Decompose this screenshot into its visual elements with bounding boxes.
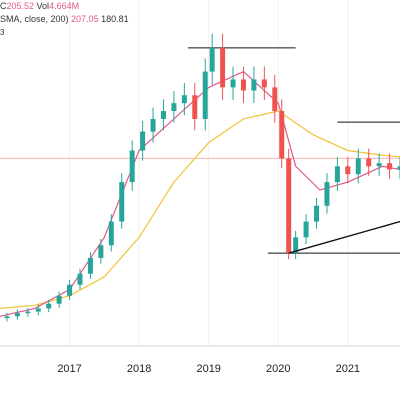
- x-tick-label: 2020: [266, 363, 290, 375]
- candle-body: [87, 257, 93, 274]
- legend-close-label: C: [0, 1, 7, 11]
- candle-body: [181, 95, 187, 104]
- sma-fast-line: [0, 70, 400, 317]
- legend: C205.52 Vol4.664M SMA, close, 200) 207.0…: [0, 0, 129, 39]
- candle-body: [345, 166, 351, 175]
- legend-row-price: C205.52 Vol4.664M: [0, 0, 129, 13]
- candle-body: [98, 245, 104, 258]
- candle-body: [303, 221, 309, 238]
- candle-body: [261, 79, 267, 88]
- x-tick-label: 2017: [57, 363, 81, 375]
- legend-close-value: 205.52: [6, 1, 35, 11]
- candle-body: [209, 47, 215, 72]
- candle-body: [56, 295, 62, 304]
- candle-body: [150, 118, 156, 132]
- legend-volume-label: Vol: [36, 1, 50, 11]
- candle-body: [108, 221, 114, 246]
- candle-body: [279, 111, 285, 159]
- legend-sma-slow-value: 180.81: [101, 14, 129, 24]
- candle-body: [240, 79, 246, 91]
- candle-body: [202, 71, 208, 119]
- candle-body: [397, 166, 400, 170]
- legend-sma-label: SMA, close, 200): [0, 14, 69, 24]
- candle-body: [293, 237, 299, 254]
- candle-body: [160, 111, 166, 119]
- candle-body: [129, 150, 135, 183]
- candle-body: [171, 103, 177, 112]
- candle-body: [230, 79, 236, 88]
- x-tick-label: 2021: [336, 363, 360, 375]
- legend-volume-value: 4.664M: [49, 1, 80, 11]
- candle-body: [355, 158, 361, 175]
- candle-body: [272, 87, 278, 112]
- candle-body: [334, 166, 340, 183]
- candle-body: [387, 163, 393, 170]
- candle-body: [366, 158, 372, 167]
- candle-body: [314, 205, 320, 222]
- candle-body: [324, 182, 330, 206]
- x-tick-label: 2019: [196, 363, 220, 375]
- candle-body: [286, 158, 292, 254]
- candle-body: [251, 79, 257, 91]
- candle-body: [35, 308, 41, 312]
- legend-row-sma: SMA, close, 200) 207.05 180.81: [0, 13, 129, 26]
- candle-body: [67, 284, 73, 296]
- trendline: [288, 220, 400, 254]
- candle-body: [192, 95, 198, 119]
- legend-row-extra: 3: [0, 26, 129, 39]
- legend-sma-fast-value: 207.05: [71, 14, 99, 24]
- candle-body: [14, 313, 20, 317]
- candle-body: [376, 163, 382, 167]
- candle-body: [25, 311, 31, 314]
- candle-body: [140, 131, 146, 151]
- x-tick-label: 2018: [127, 363, 151, 375]
- candle-body: [4, 316, 10, 319]
- candle-body: [46, 303, 52, 309]
- legend-extra-label: 3: [0, 28, 5, 37]
- candle-body: [220, 47, 226, 88]
- candle-body: [119, 182, 125, 222]
- candle-body: [77, 273, 83, 285]
